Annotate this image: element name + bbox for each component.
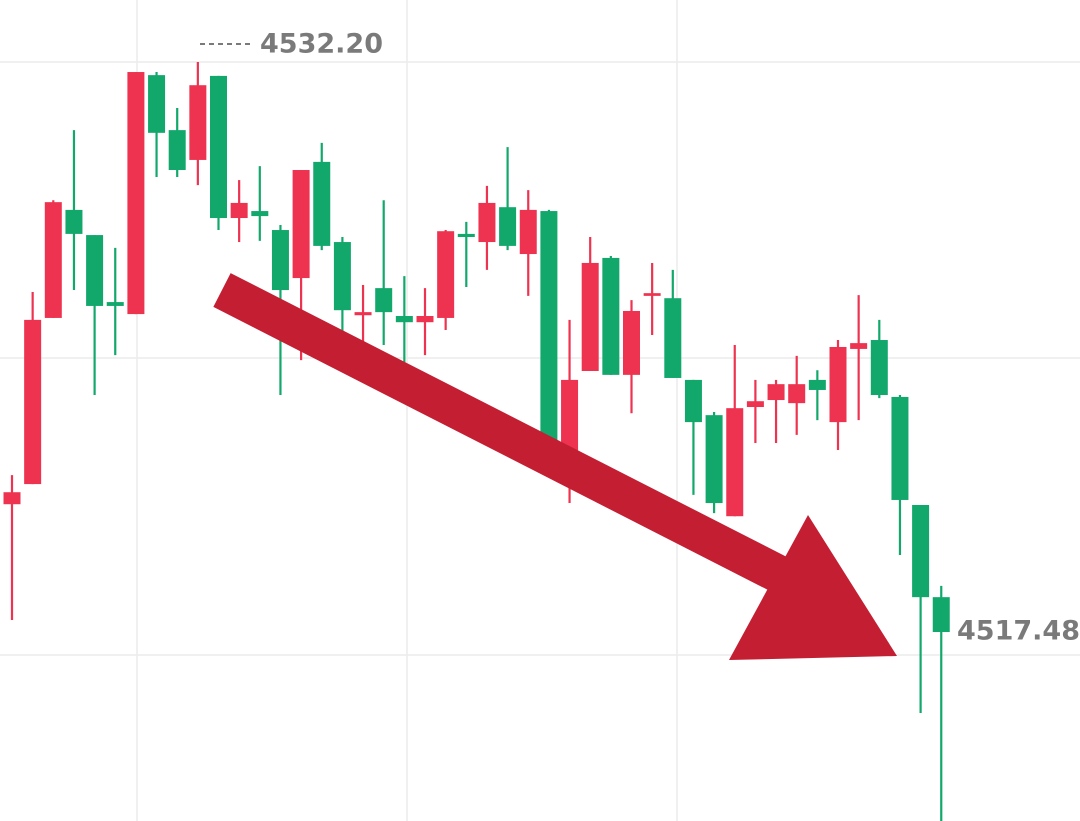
candle-body <box>292 170 310 279</box>
candle-body <box>416 316 434 323</box>
high-label: 4532.20 <box>260 29 383 60</box>
candle-body <box>210 75 227 219</box>
candle-body <box>581 262 599 371</box>
candle-body <box>230 202 248 219</box>
candle-body <box>313 161 331 246</box>
trend-arrow <box>213 273 897 660</box>
candle-body <box>561 379 579 456</box>
candle-body <box>891 396 909 500</box>
candle-body <box>395 316 413 323</box>
candle-body <box>44 202 62 318</box>
arrow-shaft <box>213 273 809 602</box>
candle-body <box>3 492 21 505</box>
candle-body <box>189 85 207 160</box>
candles <box>3 61 950 821</box>
candle-body <box>643 293 661 296</box>
candle-body <box>726 408 744 517</box>
candle-body <box>499 207 517 246</box>
candle-body <box>354 312 372 316</box>
candle-body <box>127 72 145 315</box>
candle-body <box>912 504 930 598</box>
candle-body <box>767 384 785 401</box>
candle-body <box>437 231 455 318</box>
candle-body <box>478 202 496 243</box>
candle-body <box>746 401 764 408</box>
candle-body <box>829 346 847 423</box>
candle-body <box>808 379 826 390</box>
candle-body <box>86 235 104 306</box>
candle-body <box>168 130 186 171</box>
candle-body <box>540 211 558 451</box>
candle-body <box>106 302 124 306</box>
arrow-head <box>729 515 897 660</box>
candle-body <box>788 384 806 404</box>
candle-body <box>65 209 83 234</box>
last-price-label: 4517.48 <box>957 616 1080 647</box>
candle-body <box>333 242 351 311</box>
candle-body <box>705 415 723 504</box>
candle-body <box>932 597 950 633</box>
candle-body <box>251 211 269 217</box>
candle-body <box>375 288 393 313</box>
candle-body <box>148 75 166 133</box>
candle-body <box>457 233 475 238</box>
candle-body <box>519 209 537 255</box>
candle-body <box>870 340 888 396</box>
candle-body <box>602 257 620 375</box>
candle-body <box>271 230 289 291</box>
candle-body <box>664 298 682 378</box>
candle-body <box>850 343 868 349</box>
candle-body <box>24 319 42 485</box>
candle-body <box>623 310 640 375</box>
candle-body <box>684 379 702 423</box>
